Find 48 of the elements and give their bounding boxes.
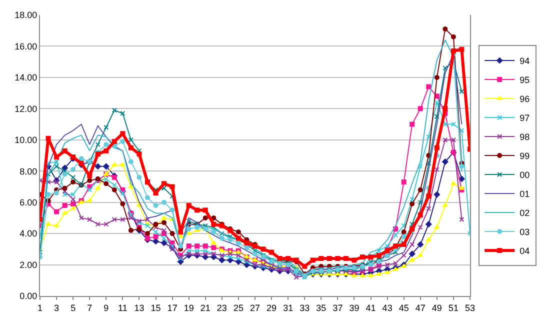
x-tick-label: 3 — [54, 302, 60, 313]
x-tick-label: 13 — [134, 302, 144, 313]
y-tick-label: 0.00 — [20, 291, 38, 302]
legend-label: 01 — [520, 189, 530, 200]
legend-label: 04 — [520, 246, 530, 256]
x-tick-label: 5 — [70, 302, 76, 313]
legend-label: 02 — [520, 208, 530, 218]
legend-label: 96 — [520, 94, 530, 104]
x-tick-label: 51 — [448, 302, 458, 313]
y-tick-label: 8.00 — [20, 166, 38, 176]
legend-label: 03 — [520, 227, 530, 238]
x-tick-label: 27 — [250, 302, 260, 313]
x-tick-label: 41 — [366, 302, 376, 313]
x-tick-label: 1 — [37, 302, 43, 313]
legend-label: 98 — [520, 132, 530, 142]
y-tick-label: 12.00 — [14, 104, 38, 114]
y-tick-label: 6.00 — [20, 197, 38, 208]
legend-label: 99 — [520, 151, 530, 162]
legend-label: 95 — [520, 75, 530, 86]
y-tick-label: 10.00 — [14, 135, 38, 146]
x-tick-label: 33 — [300, 302, 310, 313]
x-tick-label: 25 — [233, 302, 244, 313]
x-tick-label: 21 — [200, 302, 210, 313]
x-tick-label: 31 — [283, 302, 294, 313]
y-tick-label: 4.00 — [20, 228, 38, 239]
x-tick-label: 9 — [104, 302, 109, 313]
x-tick-label: 29 — [266, 302, 277, 313]
x-tick-label: 45 — [398, 302, 409, 313]
y-tick-label: 16.00 — [14, 41, 38, 52]
legend-label: 97 — [520, 113, 530, 124]
y-tick-label: 14.00 — [14, 72, 38, 83]
x-tick-label: 11 — [118, 302, 128, 313]
x-tick-label: 35 — [316, 302, 326, 313]
y-tick-label: 2.00 — [20, 260, 38, 270]
x-tick-label: 19 — [184, 302, 194, 313]
x-tick-label: 47 — [415, 302, 426, 313]
y-tick-label: 18.00 — [14, 10, 38, 20]
x-tick-label: 37 — [332, 302, 343, 313]
legend-label: 00 — [520, 170, 530, 180]
x-tick-label: 17 — [167, 302, 178, 313]
x-tick-label: 15 — [150, 302, 161, 313]
x-tick-label: 23 — [216, 302, 227, 313]
x-tick-label: 43 — [382, 302, 392, 313]
legend-label: 94 — [520, 56, 530, 66]
x-tick-label: 49 — [432, 302, 442, 313]
x-tick-label: 39 — [349, 302, 360, 313]
x-tick-label: 7 — [87, 302, 92, 313]
x-tick-label: 53 — [464, 302, 476, 313]
